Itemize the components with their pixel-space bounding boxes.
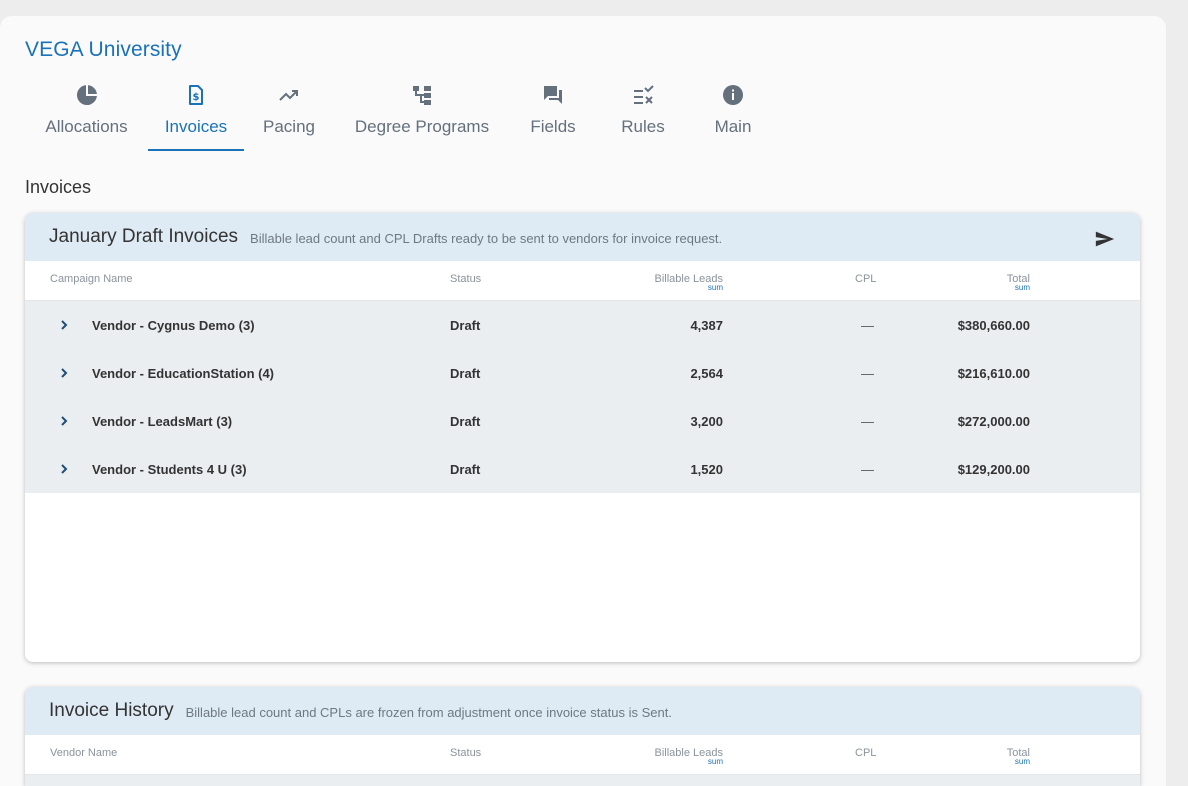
invoice-history-title: Invoice History	[49, 700, 174, 721]
invoice-history-card: Invoice History Billable lead count and …	[25, 687, 1140, 786]
campaign-name: Vendor - Cygnus Demo (3)	[92, 318, 255, 333]
svg-text:$: $	[193, 92, 200, 103]
draft-invoices-card: January Draft Invoices Billable lead cou…	[25, 213, 1140, 662]
chevron-right-icon[interactable]	[59, 317, 71, 333]
column-vendor-name[interactable]: Vendor Name	[50, 747, 118, 759]
draft-invoices-rows: Vendor - Cygnus Demo (3) Draft 4,387 — $…	[25, 301, 1140, 493]
tab-allocations[interactable]: Allocations	[34, 83, 139, 149]
invoice-history-table-header: Vendor Name Status Billable Leads sum CP…	[25, 735, 1140, 775]
tab-allocations-label: Allocations	[45, 117, 128, 136]
column-status[interactable]: Status	[450, 273, 482, 285]
table-row[interactable]: Vendor - Cygnus Demo (3) Draft 4,387 — $…	[25, 301, 1140, 349]
cpl-value: —	[861, 414, 874, 429]
column-cpl[interactable]: CPL	[855, 747, 877, 759]
billable-leads-value: 1,520	[690, 462, 723, 477]
billable-leads-value: 4,387	[690, 318, 723, 333]
tab-main-label: Main	[714, 117, 752, 136]
column-total[interactable]: Total sum	[1007, 273, 1030, 292]
sum-tag: sum	[1014, 757, 1030, 766]
invoice-history-header: Invoice History Billable lead count and …	[25, 687, 1140, 735]
status-value: Draft	[450, 414, 481, 429]
campaign-name: Vendor - EducationStation (4)	[92, 366, 275, 381]
column-total-label: Total	[1006, 273, 1030, 285]
total-value: $272,000.00	[957, 414, 1030, 429]
chevron-right-icon[interactable]	[59, 365, 71, 381]
total-value: $380,660.00	[957, 318, 1030, 333]
sum-tag: sum	[707, 757, 723, 766]
column-status[interactable]: Status	[450, 747, 482, 759]
status-value: Draft	[450, 366, 481, 381]
status-value: Draft	[450, 462, 481, 477]
draft-invoices-table-header: Campaign Name Status Billable Leads sum …	[25, 261, 1140, 301]
column-total[interactable]: Total sum	[1007, 747, 1030, 766]
table-row[interactable]: Vendor - LeadsMart (3) Draft 3,200 — $27…	[25, 397, 1140, 445]
tab-pacing[interactable]: Pacing	[253, 83, 325, 149]
table-row[interactable]: Vendor - EducationStation (4) Draft 2,56…	[25, 349, 1140, 397]
tab-fields-label: Fields	[530, 117, 576, 136]
draft-invoices-title: January Draft Invoices	[49, 226, 239, 247]
hierarchy-icon	[413, 86, 431, 105]
tab-fields[interactable]: Fields	[523, 83, 583, 149]
rule-check-icon	[634, 85, 654, 104]
sum-tag: sum	[707, 283, 723, 292]
invoice-history-rows	[25, 775, 1140, 786]
info-icon	[723, 85, 743, 105]
status-value: Draft	[450, 318, 481, 333]
column-total-label: Total	[1006, 747, 1030, 759]
tab-invoices-label: Invoices	[164, 117, 228, 136]
campaign-name: Vendor - LeadsMart (3)	[92, 414, 233, 429]
campaign-name: Vendor - Students 4 U (3)	[92, 462, 247, 477]
chevron-right-icon[interactable]	[59, 413, 71, 429]
cpl-value: —	[861, 318, 874, 333]
total-value: $216,610.00	[957, 366, 1030, 381]
billable-leads-value: 2,564	[690, 366, 723, 381]
tab-rules-label: Rules	[621, 117, 665, 136]
invoice-dollar-icon: $	[189, 85, 203, 105]
chat-bubbles-icon	[544, 86, 562, 104]
section-title: Invoices	[25, 177, 92, 197]
invoice-history-subtitle: Billable lead count and CPLs are frozen …	[185, 705, 672, 720]
app-title: VEGA University	[25, 38, 182, 61]
tab-main[interactable]: Main	[703, 83, 763, 149]
column-billable-leads[interactable]: Billable Leads sum	[655, 747, 724, 766]
cpl-value: —	[861, 462, 874, 477]
tab-invoices[interactable]: $ Invoices	[148, 83, 244, 151]
send-icon[interactable]	[1094, 228, 1116, 250]
column-cpl[interactable]: CPL	[855, 273, 877, 285]
billable-leads-value: 3,200	[690, 414, 723, 429]
trending-up-icon	[279, 90, 298, 101]
table-row[interactable]: Vendor - Students 4 U (3) Draft 1,520 — …	[25, 445, 1140, 493]
sum-tag: sum	[1014, 283, 1030, 292]
tab-degree-programs-label: Degree Programs	[354, 117, 490, 136]
draft-invoices-subtitle: Billable lead count and CPL Drafts ready…	[250, 231, 723, 246]
draft-invoices-header: January Draft Invoices Billable lead cou…	[25, 213, 1140, 261]
chevron-right-icon[interactable]	[59, 461, 71, 477]
column-campaign-name[interactable]: Campaign Name	[50, 273, 133, 285]
column-billable-leads[interactable]: Billable Leads sum	[655, 273, 724, 292]
tab-degree-programs[interactable]: Degree Programs	[348, 83, 496, 149]
cpl-value: —	[861, 366, 874, 381]
tab-pacing-label: Pacing	[263, 117, 315, 136]
column-billable-leads-label: Billable Leads	[654, 273, 724, 285]
tab-rules[interactable]: Rules	[613, 83, 673, 149]
total-value: $129,200.00	[957, 462, 1030, 477]
column-billable-leads-label: Billable Leads	[654, 747, 724, 759]
pie-chart-icon	[76, 85, 97, 106]
